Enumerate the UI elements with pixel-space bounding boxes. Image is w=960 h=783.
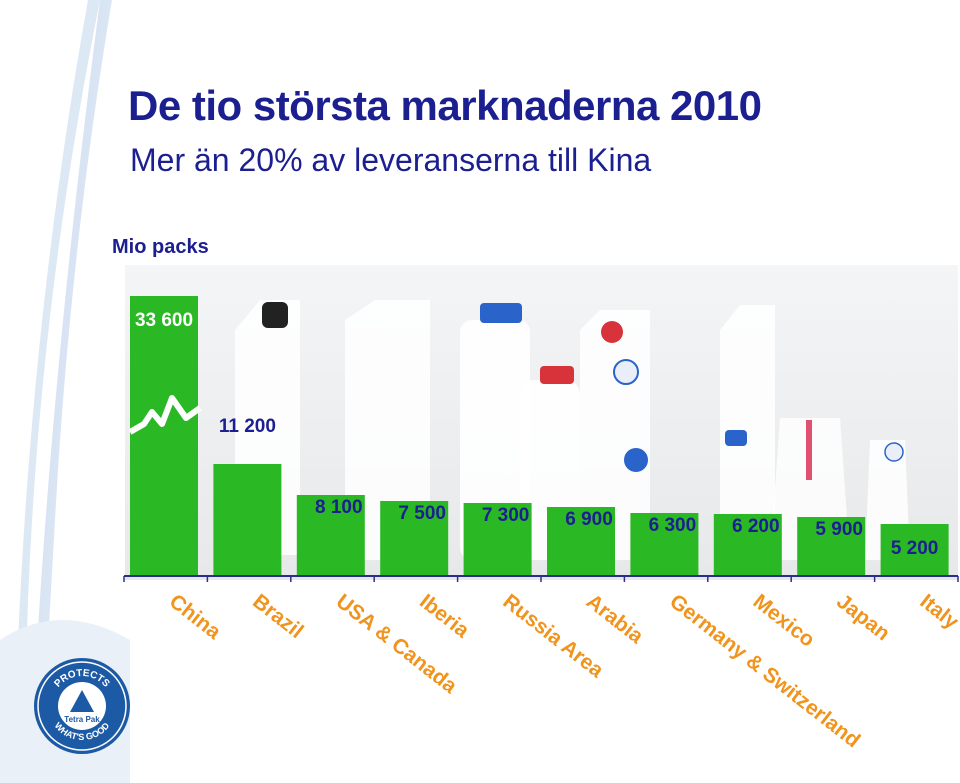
value-label-iberia: 7 500 xyxy=(398,503,446,524)
category-label-italy: Italy xyxy=(916,590,960,634)
value-label-germany-and-switzerland: 6 300 xyxy=(649,515,697,536)
bar-germany-and-switzerland xyxy=(630,513,699,576)
category-label-mexico: Mexico xyxy=(749,590,819,652)
bar-japan xyxy=(797,517,866,576)
bar-russia-area xyxy=(463,503,532,576)
value-label-russia-area: 7 300 xyxy=(482,505,530,526)
value-label-arabia: 6 900 xyxy=(565,509,613,530)
bar-brazil xyxy=(213,464,282,576)
tetra-pak-logo: PROTECTS WHAT'S GOOD Tetra Pak xyxy=(34,658,130,754)
axis-break-marker xyxy=(128,395,202,435)
bar-arabia xyxy=(547,507,615,576)
category-label-china: China xyxy=(165,590,225,644)
page-subtitle: Mer än 20% av leveranserna till Kina xyxy=(130,142,652,178)
bar-china xyxy=(130,296,198,576)
value-label-china: 33 600 xyxy=(135,310,193,331)
bar-iberia xyxy=(380,501,449,576)
y-axis-label: Mio packs xyxy=(112,236,209,258)
category-label-arabia: Arabia xyxy=(582,590,648,649)
bar-usa-and-canada xyxy=(296,495,365,576)
category-label-iberia: Iberia xyxy=(415,590,474,643)
category-label-japan: Japan xyxy=(832,590,894,645)
value-label-italy: 5 200 xyxy=(891,538,939,559)
value-label-japan: 5 900 xyxy=(815,519,863,540)
value-label-brazil: 11 200 xyxy=(219,416,276,437)
category-label-brazil: Brazil xyxy=(248,590,307,643)
bar-mexico xyxy=(713,514,782,576)
value-label-mexico: 6 200 xyxy=(732,516,780,537)
page-title: De tio största marknaderna 2010 xyxy=(128,82,762,129)
value-label-usa-and-canada: 8 100 xyxy=(315,497,363,518)
bar-italy xyxy=(880,524,949,576)
tetra-pak-triangle-icon xyxy=(70,690,94,712)
logo-brand-text: Tetra Pak xyxy=(64,715,100,724)
